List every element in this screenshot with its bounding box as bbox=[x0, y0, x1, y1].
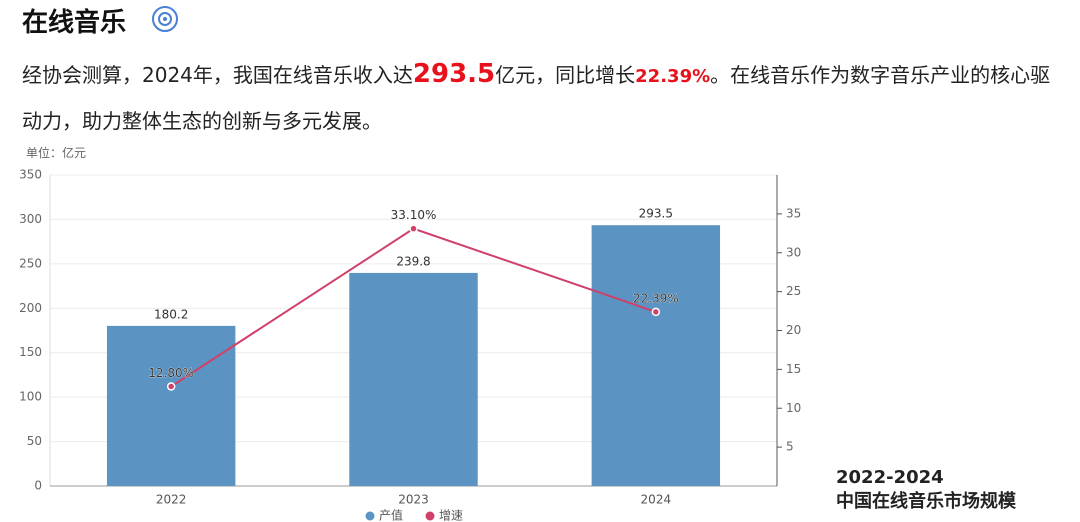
y-tick-label: 200 bbox=[19, 301, 42, 315]
text: 亿元，同比增长 bbox=[495, 63, 636, 87]
caption-line: 中国在线音乐市场规模 bbox=[836, 491, 1016, 512]
point-label: 12.80% bbox=[148, 366, 194, 380]
y-tick-label: 50 bbox=[27, 434, 42, 448]
y-tick-label: 100 bbox=[19, 390, 42, 404]
y-tick-label: 300 bbox=[19, 212, 42, 226]
y2-tick-label: 30 bbox=[786, 245, 801, 259]
bar-label: 239.8 bbox=[396, 254, 430, 268]
text: 。在线音乐作为数字音乐产业的核心驱动力，助力整体生态的创新与多元发展。 bbox=[22, 63, 1051, 133]
x-tick-label: 2022 bbox=[156, 493, 187, 507]
bar bbox=[106, 325, 236, 486]
y2-tick-label: 5 bbox=[786, 440, 794, 454]
y-tick-label: 350 bbox=[19, 168, 42, 182]
point bbox=[166, 382, 176, 391]
highlight: 293.5 bbox=[412, 59, 496, 89]
summary: 经协会测算，2024年，我国在线音乐收入达293.5亿元，同比增长22.39%。… bbox=[22, 52, 1062, 143]
bar bbox=[591, 225, 721, 486]
point-label: 33.10% bbox=[391, 208, 437, 222]
x-tick-label: 2023 bbox=[398, 493, 429, 507]
legend-marker bbox=[425, 511, 435, 521]
point bbox=[409, 224, 418, 233]
y-tick-label: 0 bbox=[34, 479, 42, 493]
text: 经协会测算，2024年，我国在线音乐收入达 bbox=[22, 63, 413, 87]
y-tick-label: 250 bbox=[19, 256, 42, 270]
x-tick-label: 2024 bbox=[641, 493, 672, 507]
y2-tick-label: 10 bbox=[786, 401, 801, 415]
music-icon bbox=[152, 6, 178, 32]
caption-line: 2022-2024 bbox=[836, 467, 944, 488]
point-label: 22.39% bbox=[633, 291, 679, 305]
bar-label: 293.5 bbox=[639, 207, 673, 221]
y-tick-label: 150 bbox=[19, 345, 42, 359]
bar-label: 180.2 bbox=[154, 307, 188, 321]
page-title: 在线音乐 bbox=[22, 8, 127, 38]
unit-label: 单位：亿元 bbox=[26, 146, 87, 160]
y2-tick-label: 35 bbox=[786, 206, 801, 220]
caption: 2022-2024 中国在线音乐市场规模 bbox=[836, 466, 1016, 514]
legend-label: 增速 bbox=[439, 509, 463, 522]
bar bbox=[349, 272, 478, 486]
point bbox=[651, 307, 661, 317]
legend-label: 产值 bbox=[379, 508, 403, 522]
y2-tick-label: 25 bbox=[786, 284, 801, 298]
legend-marker bbox=[365, 511, 375, 521]
y2-tick-label: 15 bbox=[786, 362, 801, 376]
highlight: 22.39% bbox=[635, 66, 711, 87]
y2-tick-label: 20 bbox=[786, 323, 801, 337]
